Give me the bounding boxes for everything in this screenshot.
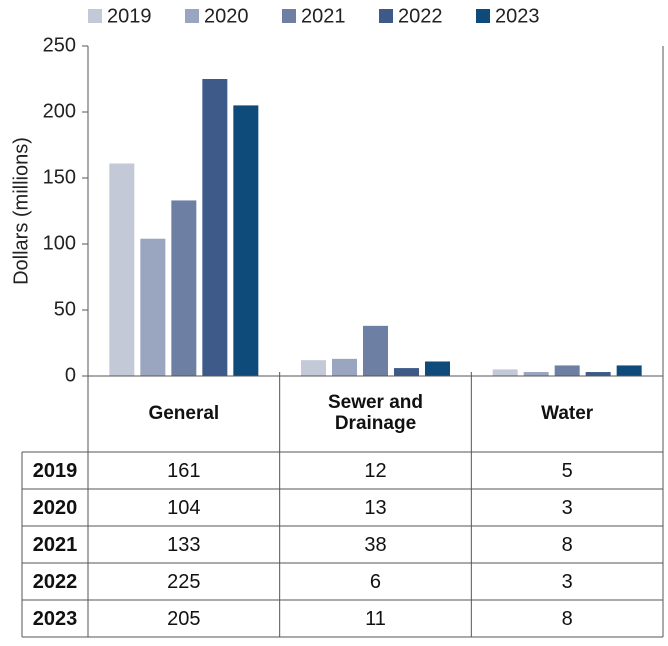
bar [585, 372, 611, 376]
table-value: 8 [561, 607, 573, 630]
table-value: 38 [364, 533, 387, 556]
table-value: 161 [167, 459, 201, 482]
bar [140, 238, 166, 376]
bar [523, 372, 549, 376]
y-tick-label: 100 [43, 232, 76, 254]
bar [109, 163, 135, 376]
table-header: Sewer and Drainage [327, 392, 423, 434]
row-label: 2023 [32, 607, 78, 630]
y-tick-label: 200 [43, 100, 76, 122]
table-value: 5 [561, 459, 573, 482]
bar [363, 325, 388, 376]
legend-label: 2023 [495, 5, 540, 27]
table-value: 11 [365, 607, 386, 630]
table-value: 205 [167, 607, 201, 630]
table-header: General [148, 402, 220, 424]
bar [171, 200, 197, 376]
bar [425, 361, 450, 376]
row-label: 2021 [32, 533, 78, 556]
table-value: 225 [167, 570, 201, 593]
bar [233, 105, 259, 377]
legend-swatch [185, 9, 199, 23]
bar [554, 365, 580, 376]
table-header: Water [541, 402, 594, 424]
legend-swatch [379, 9, 393, 23]
table-value: 3 [561, 570, 573, 593]
legend-label: 2021 [301, 5, 346, 27]
legend-swatch [88, 9, 102, 23]
table-value: 6 [369, 570, 382, 593]
table-value: 133 [167, 533, 201, 556]
legend-label: 2020 [204, 5, 249, 27]
y-tick-label: 150 [43, 166, 76, 188]
table-value: 3 [561, 496, 573, 519]
bar [332, 358, 357, 376]
table-value: 12 [364, 459, 387, 482]
y-axis-label: Dollars (millions) [10, 137, 32, 285]
legend-label: 2019 [107, 5, 152, 27]
bar [616, 365, 642, 376]
bar [202, 79, 228, 376]
bar [492, 369, 518, 376]
bar [301, 360, 326, 376]
row-label: 2019 [32, 459, 78, 482]
legend-swatch [282, 9, 296, 23]
table-value: 13 [364, 496, 387, 519]
bar [394, 368, 419, 376]
table-value: 8 [561, 533, 573, 556]
table-value: 104 [167, 496, 201, 519]
row-label: 2022 [32, 570, 78, 593]
y-tick-label: 0 [65, 364, 76, 386]
y-tick-label: 250 [43, 34, 76, 56]
legend-swatch [476, 9, 490, 23]
legend-label: 2022 [398, 5, 443, 27]
y-tick-label: 50 [54, 298, 76, 320]
row-label: 2020 [32, 496, 78, 519]
